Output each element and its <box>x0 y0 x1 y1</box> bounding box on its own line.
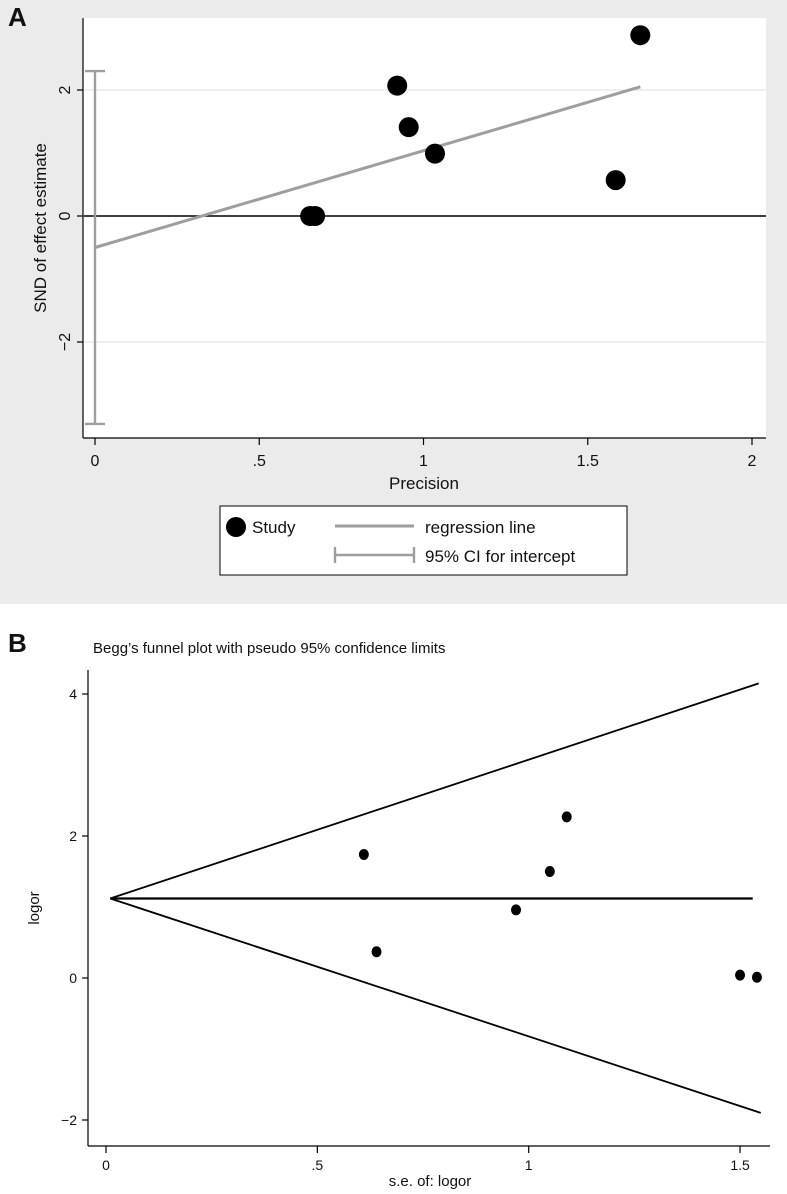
chart-b-y-tick-label: 0 <box>69 970 77 986</box>
chart-b-upper-limit <box>109 682 760 900</box>
chart-b-x-label: s.e. of: logor <box>389 1173 472 1190</box>
chart-b-point <box>544 866 555 877</box>
chart-a-point <box>398 117 419 138</box>
chart-a-plot-area <box>83 18 766 438</box>
chart-b-title: Begg’s funnel plot with pseudo 95% confi… <box>93 640 445 657</box>
chart-b-lower-limit <box>109 897 762 1114</box>
chart-b-point <box>561 811 572 823</box>
panel-b-label: B <box>8 628 27 658</box>
panel-a-label: A <box>8 2 27 32</box>
chart-a-points <box>300 25 651 226</box>
chart-a-x-tick-label: 1.5 <box>577 453 599 470</box>
chart-b-x-tick-label: 1 <box>525 1157 533 1173</box>
chart-b-point <box>371 946 382 958</box>
chart-a-y-label: SND of effect estimate <box>31 143 50 313</box>
chart-b-y-ticks: −2 0 2 4 <box>61 686 88 1128</box>
chart-a-point <box>630 25 651 46</box>
chart-a-x-tick-label: 1 <box>419 453 428 470</box>
chart-a-y-ticks: −2 0 2 <box>57 85 83 351</box>
chart-a: 0 .5 1 1.5 2 −2 0 2 Precision SND of effect es… <box>31 18 766 576</box>
legend-box <box>219 505 628 576</box>
chart-b-x-ticks: 0 .5 1 1.5 <box>102 1146 750 1173</box>
chart-a-y-tick-label: 0 <box>57 211 74 220</box>
chart-a-x-label: Precision <box>389 474 459 493</box>
chart-a-gridlines <box>84 89 766 343</box>
chart-a-legend: Study regression line 95% CI for interce… <box>219 505 628 576</box>
chart-a-y-tick-label: −2 <box>57 333 74 351</box>
chart-a-point <box>424 143 445 164</box>
chart-b-point <box>751 971 762 983</box>
chart-b-y-tick-label: 4 <box>69 686 77 702</box>
chart-b-y-tick-label: 2 <box>69 828 77 844</box>
chart-b-point <box>511 904 522 916</box>
chart-a-point <box>605 170 626 191</box>
chart-b-x-tick-label: 0 <box>102 1157 110 1173</box>
chart-a-x-ticks: 0 .5 1 1.5 2 <box>91 438 757 470</box>
chart-b-x-tick-label: .5 <box>312 1157 324 1173</box>
chart-a-x-tick-label: 2 <box>748 453 757 470</box>
legend-regression-label: regression line <box>425 518 536 537</box>
legend-study-marker <box>226 517 246 537</box>
legend-ci-label: 95% CI for intercept <box>425 547 576 566</box>
chart-b-points <box>358 811 762 983</box>
chart-a-regression-line <box>94 85 641 249</box>
chart-b-x-tick-label: 1.5 <box>730 1157 750 1173</box>
chart-b-funnel-lines <box>109 682 762 1114</box>
chart-a-x-tick-label: .5 <box>253 453 266 470</box>
chart-b-y-tick-label: −2 <box>61 1112 77 1128</box>
chart-b-point <box>735 969 746 981</box>
chart-a-x-tick-label: 0 <box>91 453 100 470</box>
chart-b: Begg’s funnel plot with pseudo 95% confi… <box>26 640 770 1190</box>
legend-study-label: Study <box>252 518 296 537</box>
chart-b-point <box>358 848 369 860</box>
chart-a-point <box>305 206 326 226</box>
chart-a-point <box>387 75 408 96</box>
chart-b-y-label: logor <box>26 891 43 924</box>
chart-a-y-tick-label: 2 <box>57 85 74 94</box>
